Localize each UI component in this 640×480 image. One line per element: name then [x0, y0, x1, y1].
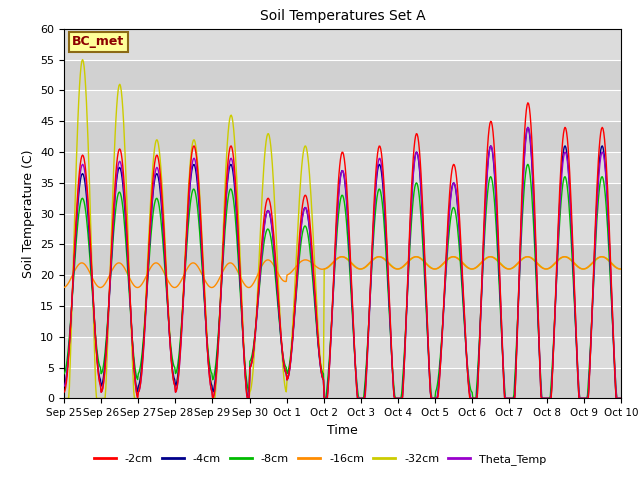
Theta_Temp: [428, 396, 435, 401]
-4cm: [184, 212, 192, 218]
Bar: [64, 60, 621, 90]
-32cm: [60, 396, 68, 401]
Line: -32cm: -32cm: [64, 60, 621, 398]
-2cm: [428, 396, 435, 401]
-4cm: [244, 396, 252, 401]
-2cm: [244, 396, 252, 401]
-32cm: [128, 352, 136, 358]
-2cm: [411, 138, 419, 144]
Bar: [64, 368, 621, 398]
-8cm: [214, 344, 221, 350]
-16cm: [617, 266, 625, 272]
-8cm: [524, 161, 532, 167]
-32cm: [214, 346, 222, 351]
-8cm: [184, 227, 192, 233]
-32cm: [428, 264, 435, 270]
Line: -8cm: -8cm: [64, 164, 621, 398]
-16cm: [60, 285, 68, 290]
-8cm: [127, 324, 135, 329]
-2cm: [214, 356, 221, 361]
-2cm: [524, 100, 532, 106]
-32cm: [185, 182, 193, 188]
-4cm: [428, 396, 435, 401]
Bar: [64, 183, 621, 214]
-16cm: [97, 285, 104, 290]
-16cm: [214, 278, 222, 284]
-4cm: [617, 396, 625, 401]
Theta_Temp: [617, 396, 625, 401]
Theta_Temp: [411, 156, 419, 162]
Y-axis label: Soil Temperature (C): Soil Temperature (C): [22, 149, 35, 278]
-16cm: [428, 265, 435, 271]
-16cm: [411, 254, 419, 260]
Bar: [64, 244, 621, 275]
-16cm: [128, 280, 136, 286]
-16cm: [70, 269, 78, 275]
-8cm: [617, 396, 625, 401]
-4cm: [524, 124, 532, 130]
Legend: -2cm, -4cm, -8cm, -16cm, -32cm, Theta_Temp: -2cm, -4cm, -8cm, -16cm, -32cm, Theta_Te…: [89, 450, 551, 469]
-32cm: [70, 233, 78, 239]
Line: -2cm: -2cm: [64, 103, 621, 398]
-16cm: [598, 254, 605, 260]
-2cm: [70, 255, 78, 261]
-2cm: [60, 389, 68, 395]
Theta_Temp: [214, 347, 222, 353]
-2cm: [127, 320, 135, 326]
-8cm: [70, 268, 78, 274]
-4cm: [127, 324, 135, 329]
Theta_Temp: [524, 125, 532, 131]
-4cm: [70, 261, 78, 266]
Theta_Temp: [127, 323, 135, 328]
Bar: [64, 306, 621, 337]
Theta_Temp: [209, 396, 216, 401]
-2cm: [617, 396, 625, 401]
Text: BC_met: BC_met: [72, 36, 125, 48]
Title: Soil Temperatures Set A: Soil Temperatures Set A: [260, 10, 425, 24]
-8cm: [321, 396, 328, 401]
-4cm: [60, 383, 68, 389]
Theta_Temp: [184, 212, 192, 218]
Theta_Temp: [60, 383, 68, 389]
Bar: [64, 121, 621, 152]
Line: Theta_Temp: Theta_Temp: [64, 128, 621, 398]
-8cm: [411, 184, 419, 190]
-32cm: [617, 266, 625, 272]
-8cm: [428, 389, 435, 395]
-16cm: [185, 264, 193, 269]
-8cm: [60, 371, 68, 377]
-2cm: [184, 202, 192, 207]
-4cm: [411, 155, 419, 161]
-4cm: [214, 352, 221, 358]
Line: -16cm: -16cm: [64, 257, 621, 288]
X-axis label: Time: Time: [327, 424, 358, 437]
-32cm: [79, 57, 86, 62]
-32cm: [411, 254, 419, 260]
Theta_Temp: [70, 259, 78, 265]
Line: -4cm: -4cm: [64, 127, 621, 398]
